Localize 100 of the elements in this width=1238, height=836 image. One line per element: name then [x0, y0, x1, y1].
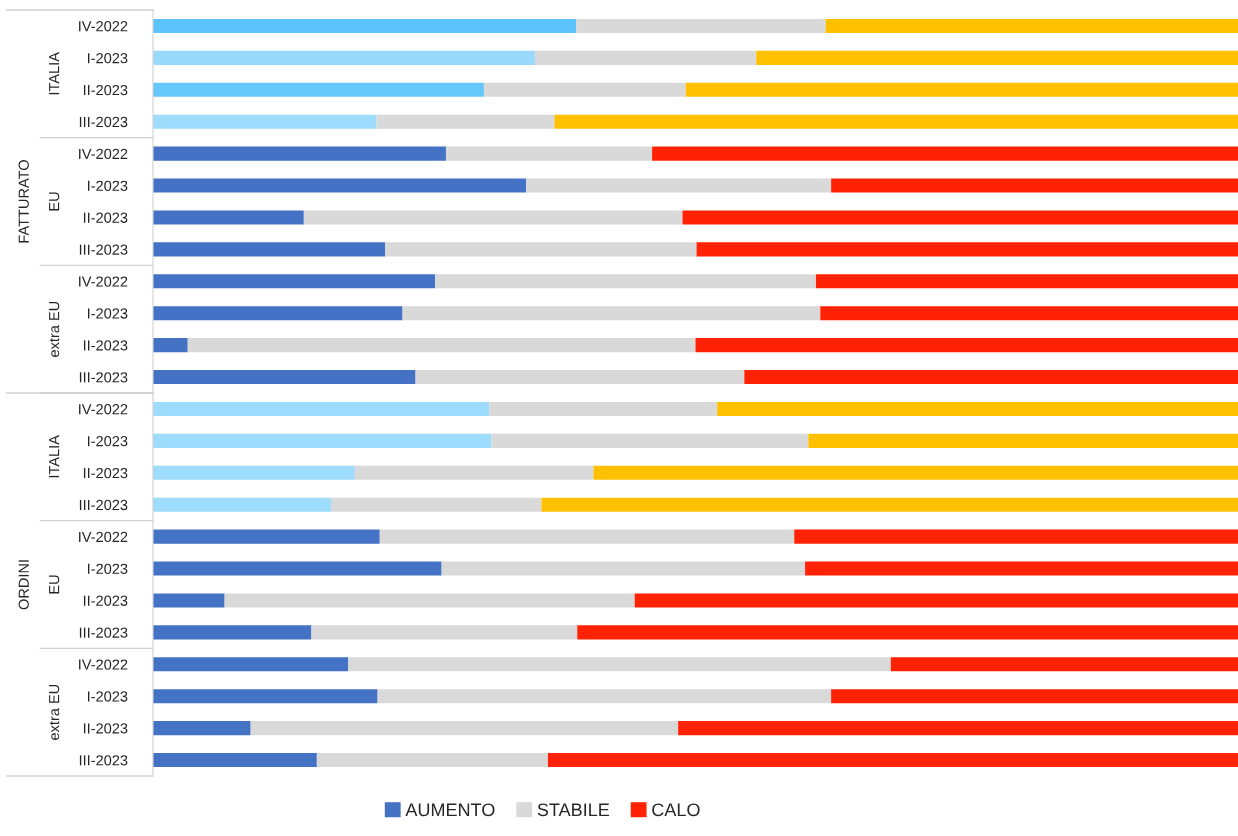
bar: [634, 593, 1238, 608]
bar: [153, 370, 416, 385]
bar: [376, 114, 555, 129]
bar: [435, 274, 816, 289]
bar: [808, 433, 1238, 448]
bar: [805, 561, 1238, 576]
bar: [153, 625, 312, 640]
y-tick-label: II-2023: [83, 595, 128, 606]
bar: [744, 370, 1238, 385]
bar: [593, 465, 1238, 480]
bar: [717, 401, 1238, 416]
bar: [815, 274, 1238, 289]
bar: [695, 338, 1238, 353]
bar: [348, 657, 891, 672]
bar: [441, 561, 806, 576]
bar: [794, 529, 1238, 544]
bar: [820, 306, 1238, 321]
bar: [825, 18, 1238, 33]
y-tick-label: III-2023: [79, 372, 128, 383]
bar: [379, 529, 795, 544]
y-tick-label: IV-2022: [79, 659, 128, 670]
bar: [153, 178, 527, 193]
bar: [153, 82, 484, 97]
y-tick-label: III-2023: [79, 116, 128, 128]
bar: [534, 50, 757, 65]
bar: [153, 242, 386, 257]
bar: [153, 561, 442, 576]
bar: [153, 338, 188, 353]
bar: [153, 465, 355, 480]
y-tick-label: I-2023: [88, 180, 128, 191]
legend-label: STABILE: [537, 803, 610, 817]
y-tick-label: II-2023: [83, 467, 128, 479]
bar: [491, 433, 809, 448]
bar: [311, 625, 578, 640]
bar: [316, 753, 548, 768]
y-tick-label: IV-2022: [79, 531, 128, 543]
y-tick-label: III-2023: [79, 755, 128, 766]
bar: [831, 178, 1238, 193]
bar: [756, 50, 1238, 65]
y-tick-label: IV-2022: [79, 21, 128, 32]
legend-label: AUMENTO: [405, 803, 495, 817]
bar: [303, 210, 683, 225]
bar: [685, 82, 1238, 97]
bar: [153, 274, 436, 289]
y-tick-label: I-2023: [88, 691, 128, 702]
bar: [250, 721, 679, 736]
y-tick-label: I-2023: [88, 52, 128, 64]
y-tick-label: III-2023: [79, 499, 128, 511]
bar: [153, 146, 446, 161]
bar: [187, 338, 696, 353]
bar: [547, 753, 1238, 768]
bar: [153, 306, 403, 321]
bar: [153, 50, 535, 65]
text: extra EU: [49, 684, 60, 740]
bar: [153, 433, 492, 448]
text: ORDINI: [18, 560, 29, 610]
bar: [224, 593, 635, 608]
bar: [541, 497, 1238, 512]
bar: [153, 593, 225, 608]
bar: [678, 721, 1238, 736]
bar: [153, 753, 317, 768]
bar: [153, 721, 251, 736]
bar: [554, 114, 1238, 129]
bar: [831, 689, 1238, 704]
y-tick-label: II-2023: [83, 84, 128, 96]
legend-label: CALO: [652, 803, 700, 817]
bar: [153, 497, 331, 512]
text: EU: [49, 192, 60, 211]
text: ITALIA: [49, 52, 60, 95]
bar: [153, 529, 380, 544]
bar: [385, 242, 697, 257]
bar: [153, 689, 378, 704]
bar: [153, 114, 377, 129]
bar: [402, 306, 821, 321]
text: EU: [49, 575, 60, 594]
y-tick-label: II-2023: [83, 340, 128, 351]
bar: [415, 370, 745, 385]
bar: [377, 689, 832, 704]
bar: [483, 82, 686, 97]
bar: [354, 465, 594, 480]
bar: [652, 146, 1238, 161]
bar: [153, 401, 490, 416]
y-tick-label: IV-2022: [79, 276, 128, 287]
bar: [890, 657, 1238, 672]
y-tick-label: II-2023: [83, 212, 128, 223]
text: ITALIA: [49, 435, 60, 478]
bar: [682, 210, 1238, 225]
bar: [153, 657, 349, 672]
y-tick-label: III-2023: [79, 244, 128, 255]
y-tick-label: IV-2022: [79, 404, 128, 415]
bar: [526, 178, 832, 193]
y-tick-label: I-2023: [88, 308, 128, 319]
y-tick-label: II-2023: [83, 723, 128, 734]
y-tick-label: I-2023: [88, 563, 128, 574]
bar: [489, 401, 718, 416]
y-tick-label: I-2023: [88, 435, 128, 447]
bar: [696, 242, 1238, 257]
bar: [577, 625, 1238, 640]
bar: [330, 497, 542, 512]
text: extra EU: [49, 301, 60, 357]
